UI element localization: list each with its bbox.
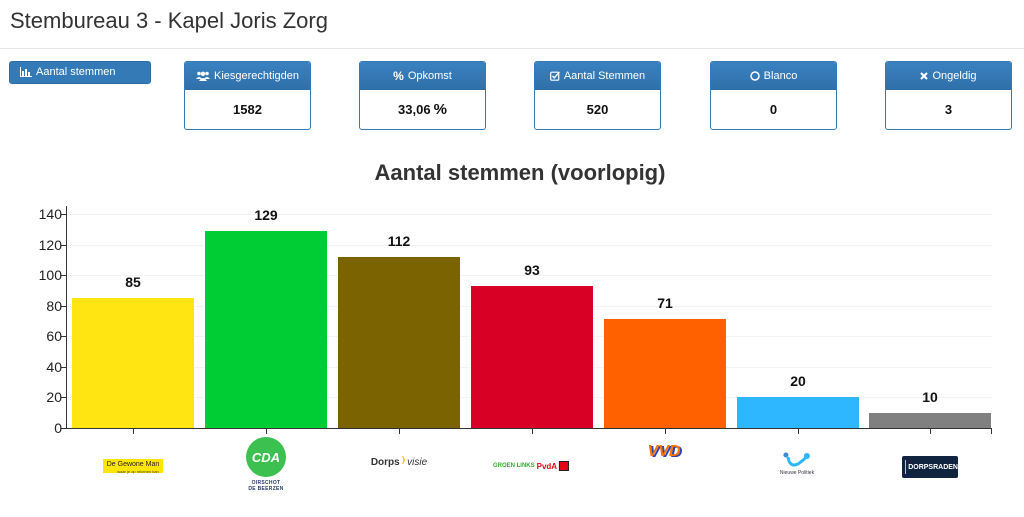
logo-text: VVD xyxy=(647,443,681,460)
gridline xyxy=(67,245,992,246)
title-divider xyxy=(0,48,1024,49)
gridline xyxy=(67,367,992,368)
x-tick xyxy=(399,429,400,434)
gridline xyxy=(67,306,992,307)
aantal-stemmen-label: Aantal stemmen xyxy=(36,66,116,78)
bar-value-label: 112 xyxy=(387,233,411,249)
y-tick xyxy=(61,214,66,215)
logo-text: visie xyxy=(407,457,428,468)
stat-label: Blanco xyxy=(763,70,798,82)
logo-text: Dorps xyxy=(370,457,400,468)
bar-nieuwe-politiek[interactable] xyxy=(737,397,859,428)
bar-dorpsvisie[interactable] xyxy=(338,257,460,428)
bar-de-gewone-man[interactable] xyxy=(72,298,194,428)
logo-groenlinks-pvda: GROEN LINKS PvdA xyxy=(492,461,570,471)
logo-text: GROEN LINKS xyxy=(492,463,535,469)
bar-value-label: 85 xyxy=(125,274,141,290)
cda-circle: CDA xyxy=(246,437,286,477)
y-tick-label: 80 xyxy=(46,298,62,314)
y-tick xyxy=(61,397,66,398)
y-tick xyxy=(61,245,66,246)
y-tick-label: 120 xyxy=(38,237,62,253)
percent-suffix: % xyxy=(433,101,447,118)
y-tick-label: 20 xyxy=(46,389,62,405)
stat-label: Opkomst xyxy=(407,70,452,82)
users-icon xyxy=(195,71,210,81)
logo-text: CDA xyxy=(251,449,281,465)
x-tick xyxy=(665,429,666,434)
logo-dorpsvisie: Dorps ⁾ visie xyxy=(371,454,427,471)
gridline xyxy=(67,397,992,398)
logo-subtext: OIRSCHOT xyxy=(251,480,281,486)
stat-value: 1582 xyxy=(233,102,262,117)
bar-groenlinks-pvda[interactable] xyxy=(471,286,593,428)
y-tick-label: 100 xyxy=(38,267,62,283)
x-tick xyxy=(532,429,533,434)
logo-de-gewone-man: De Gewone Man waar je op rekenen kan xyxy=(103,459,163,474)
x-tick xyxy=(798,429,799,434)
y-tick xyxy=(61,336,66,337)
logo-cda: CDA OIRSCHOT DE BEERZEN xyxy=(246,437,286,492)
x-axis-end-tick xyxy=(991,428,992,434)
bar-cda[interactable] xyxy=(205,231,327,428)
logo-vvd: VVD xyxy=(648,444,681,460)
swoosh-icon: ⁾ xyxy=(401,454,406,470)
bar-value-label: 10 xyxy=(922,389,938,405)
logo-text: Nieuwe Politiek xyxy=(779,470,815,476)
stat-card-kiesgerechtigden: Kiesgerechtigden 1582 xyxy=(184,61,311,130)
y-tick xyxy=(61,275,66,276)
y-tick-label: 0 xyxy=(54,420,62,436)
logo-dorpsraden: DORPSRADEN xyxy=(902,456,958,478)
bar-chart-icon xyxy=(20,67,32,77)
stat-value: 3 xyxy=(944,102,953,117)
bar-value-label: 71 xyxy=(657,295,673,311)
stat-value: 520 xyxy=(586,102,609,117)
percent-icon: % xyxy=(393,69,404,83)
x-tick xyxy=(930,429,931,434)
x-axis xyxy=(66,428,992,429)
stat-card-blanco: Blanco 0 xyxy=(710,61,837,130)
logo-text: PvdA xyxy=(536,461,558,471)
x-tick xyxy=(133,429,134,434)
bar-value-label: 93 xyxy=(524,262,540,278)
stat-card-aantal-stemmen: Aantal Stemmen 520 xyxy=(534,61,661,130)
stat-label: Aantal Stemmen xyxy=(563,70,646,82)
rose-icon xyxy=(559,461,570,471)
circle-icon xyxy=(749,71,760,81)
y-tick xyxy=(61,428,66,429)
logo-subtext: waar je op rekenen kan xyxy=(117,469,159,474)
y-tick xyxy=(61,367,66,368)
y-tick-label: 60 xyxy=(46,328,62,344)
y-tick-label: 40 xyxy=(46,359,62,375)
stat-value: 0 xyxy=(769,102,778,117)
bar-value-label: 129 xyxy=(254,207,278,223)
logo-text: DORPSRADEN xyxy=(908,463,958,471)
stat-card-ongeldig: Ongeldig 3 xyxy=(885,61,1012,130)
bar-value-label: 20 xyxy=(790,373,806,389)
logo-nieuwe-politiek: Nieuwe Politiek xyxy=(780,452,814,476)
checkbox-icon xyxy=(549,71,560,81)
page-title: Stembureau 3 - Kapel Joris Zorg xyxy=(10,8,328,33)
bar-dorpsraden[interactable] xyxy=(869,413,991,428)
np-swirl-icon xyxy=(783,452,810,467)
gridline xyxy=(67,336,992,337)
gridline xyxy=(67,275,992,276)
stat-value: 33,06 xyxy=(398,102,431,117)
logo-text: De Gewone Man xyxy=(106,461,160,468)
stat-card-opkomst: % Opkomst 33,06% xyxy=(359,61,486,130)
aantal-stemmen-button[interactable]: Aantal stemmen xyxy=(9,61,151,84)
y-tick xyxy=(61,306,66,307)
bar-vvd[interactable] xyxy=(604,319,726,428)
y-axis xyxy=(66,206,67,428)
chart-title: Aantal stemmen (voorlopig) xyxy=(374,160,666,185)
gridline xyxy=(67,214,992,215)
stat-label: Ongeldig xyxy=(932,70,977,82)
x-icon xyxy=(920,72,929,80)
logo-subtext: DE BEERZEN xyxy=(248,486,284,492)
y-tick-label: 140 xyxy=(38,206,62,222)
x-tick xyxy=(266,429,267,434)
stat-label: Kiesgerechtigden xyxy=(213,70,299,82)
